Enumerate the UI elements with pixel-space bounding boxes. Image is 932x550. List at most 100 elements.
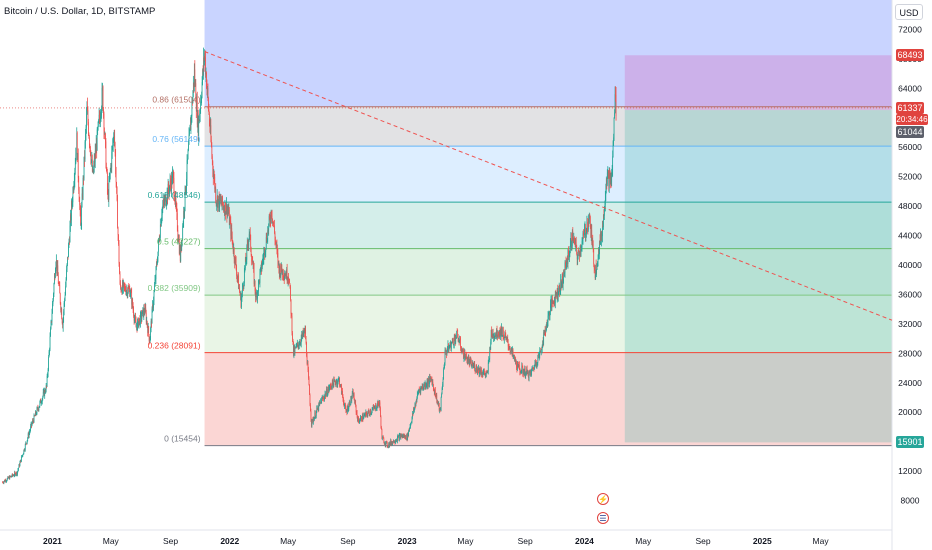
candle-body <box>144 311 146 313</box>
candle-body <box>481 370 482 375</box>
candle-body <box>220 199 222 204</box>
candle-body <box>248 233 250 240</box>
candle-body <box>522 371 524 374</box>
candle-body <box>576 253 578 260</box>
candle-body <box>224 202 226 215</box>
candle-body <box>106 168 108 173</box>
candle-body <box>498 335 500 336</box>
candle-body <box>245 258 247 262</box>
candle-body <box>221 203 222 205</box>
candles <box>2 47 617 485</box>
candle-body <box>249 232 251 236</box>
candle-body <box>93 158 95 166</box>
candle-body <box>613 137 614 142</box>
candle-body <box>203 57 205 62</box>
candle-body <box>295 347 297 348</box>
candle-body <box>377 400 379 408</box>
candle-body <box>593 264 595 269</box>
candle-body <box>201 96 202 100</box>
candle-body <box>146 321 148 323</box>
fib-level-label: 0.5 (42227) <box>157 237 201 247</box>
candle-body <box>349 401 351 406</box>
candle-body <box>429 377 430 384</box>
candle-body <box>585 234 587 236</box>
candle-body <box>460 347 462 351</box>
candle-body <box>94 158 96 163</box>
candle-body <box>511 348 512 351</box>
candle-body <box>525 371 527 376</box>
x-tick-label: May <box>103 536 120 546</box>
us-flag-icon[interactable]: ☰ <box>597 512 609 524</box>
candle-body <box>14 472 15 476</box>
candle-body <box>45 385 47 392</box>
candle-body <box>537 357 539 363</box>
candle-body <box>331 380 333 388</box>
candle-body <box>386 441 388 443</box>
candle-body <box>331 386 333 388</box>
candle-body <box>86 106 88 115</box>
candle-body <box>308 369 309 379</box>
candle-body <box>102 86 104 110</box>
candle-body <box>45 391 47 393</box>
candle-body <box>335 382 337 385</box>
candle-body <box>547 322 548 327</box>
candle-body <box>420 386 422 388</box>
candle-body <box>95 150 97 154</box>
candle-body <box>209 113 210 124</box>
candle-body <box>72 189 74 203</box>
candle-body <box>176 207 178 214</box>
candle-body <box>384 443 386 444</box>
candle-body <box>359 421 360 423</box>
candle-body <box>2 482 4 483</box>
candle-body <box>110 165 112 171</box>
candle-body <box>372 406 374 409</box>
candle-body <box>497 334 499 337</box>
candle-body <box>388 443 390 447</box>
candle-body <box>346 411 348 413</box>
candle-body <box>361 416 362 421</box>
candle-body <box>144 307 146 312</box>
candle-body <box>555 291 557 295</box>
candle-body <box>448 344 449 352</box>
candle-body <box>49 336 51 350</box>
candle-body <box>15 474 17 476</box>
candle-body <box>44 389 46 396</box>
candle-body <box>482 372 484 375</box>
candle-body <box>153 301 154 308</box>
candle-body <box>363 418 364 420</box>
candle-body <box>424 383 425 387</box>
candle-body <box>238 275 239 289</box>
candle-body <box>256 293 258 299</box>
candle-body <box>65 279 67 287</box>
candle-body <box>121 290 123 294</box>
candle-body <box>193 82 195 86</box>
lightning-icon[interactable]: ⚡ <box>597 493 609 505</box>
y-tick-label: 40000 <box>898 260 922 270</box>
candle-body <box>403 435 405 438</box>
candle-body <box>315 415 317 418</box>
currency-button[interactable]: USD <box>895 4 923 20</box>
candle-body <box>169 180 171 188</box>
candle-body <box>108 179 110 181</box>
candle-body <box>167 191 168 199</box>
symbol-title[interactable]: Bitcoin / U.S. Dollar, 1D, BITSTAMP <box>4 6 156 17</box>
candle-body <box>584 227 586 230</box>
candle-body <box>279 266 281 277</box>
candle-body <box>405 438 407 440</box>
candle-body <box>262 259 264 261</box>
candle-body <box>166 201 167 205</box>
candle-body <box>335 383 337 385</box>
candle-body <box>107 172 108 189</box>
candle-body <box>534 365 535 370</box>
candle-body <box>271 211 272 216</box>
candle-body <box>296 342 298 345</box>
candle-body <box>336 380 338 383</box>
candle-body <box>502 330 504 336</box>
candle-body <box>354 400 356 404</box>
candle-body <box>358 418 359 421</box>
candle-body <box>181 239 183 241</box>
candle-body <box>78 190 80 202</box>
candle-body <box>120 286 122 291</box>
candle-body <box>135 321 137 328</box>
